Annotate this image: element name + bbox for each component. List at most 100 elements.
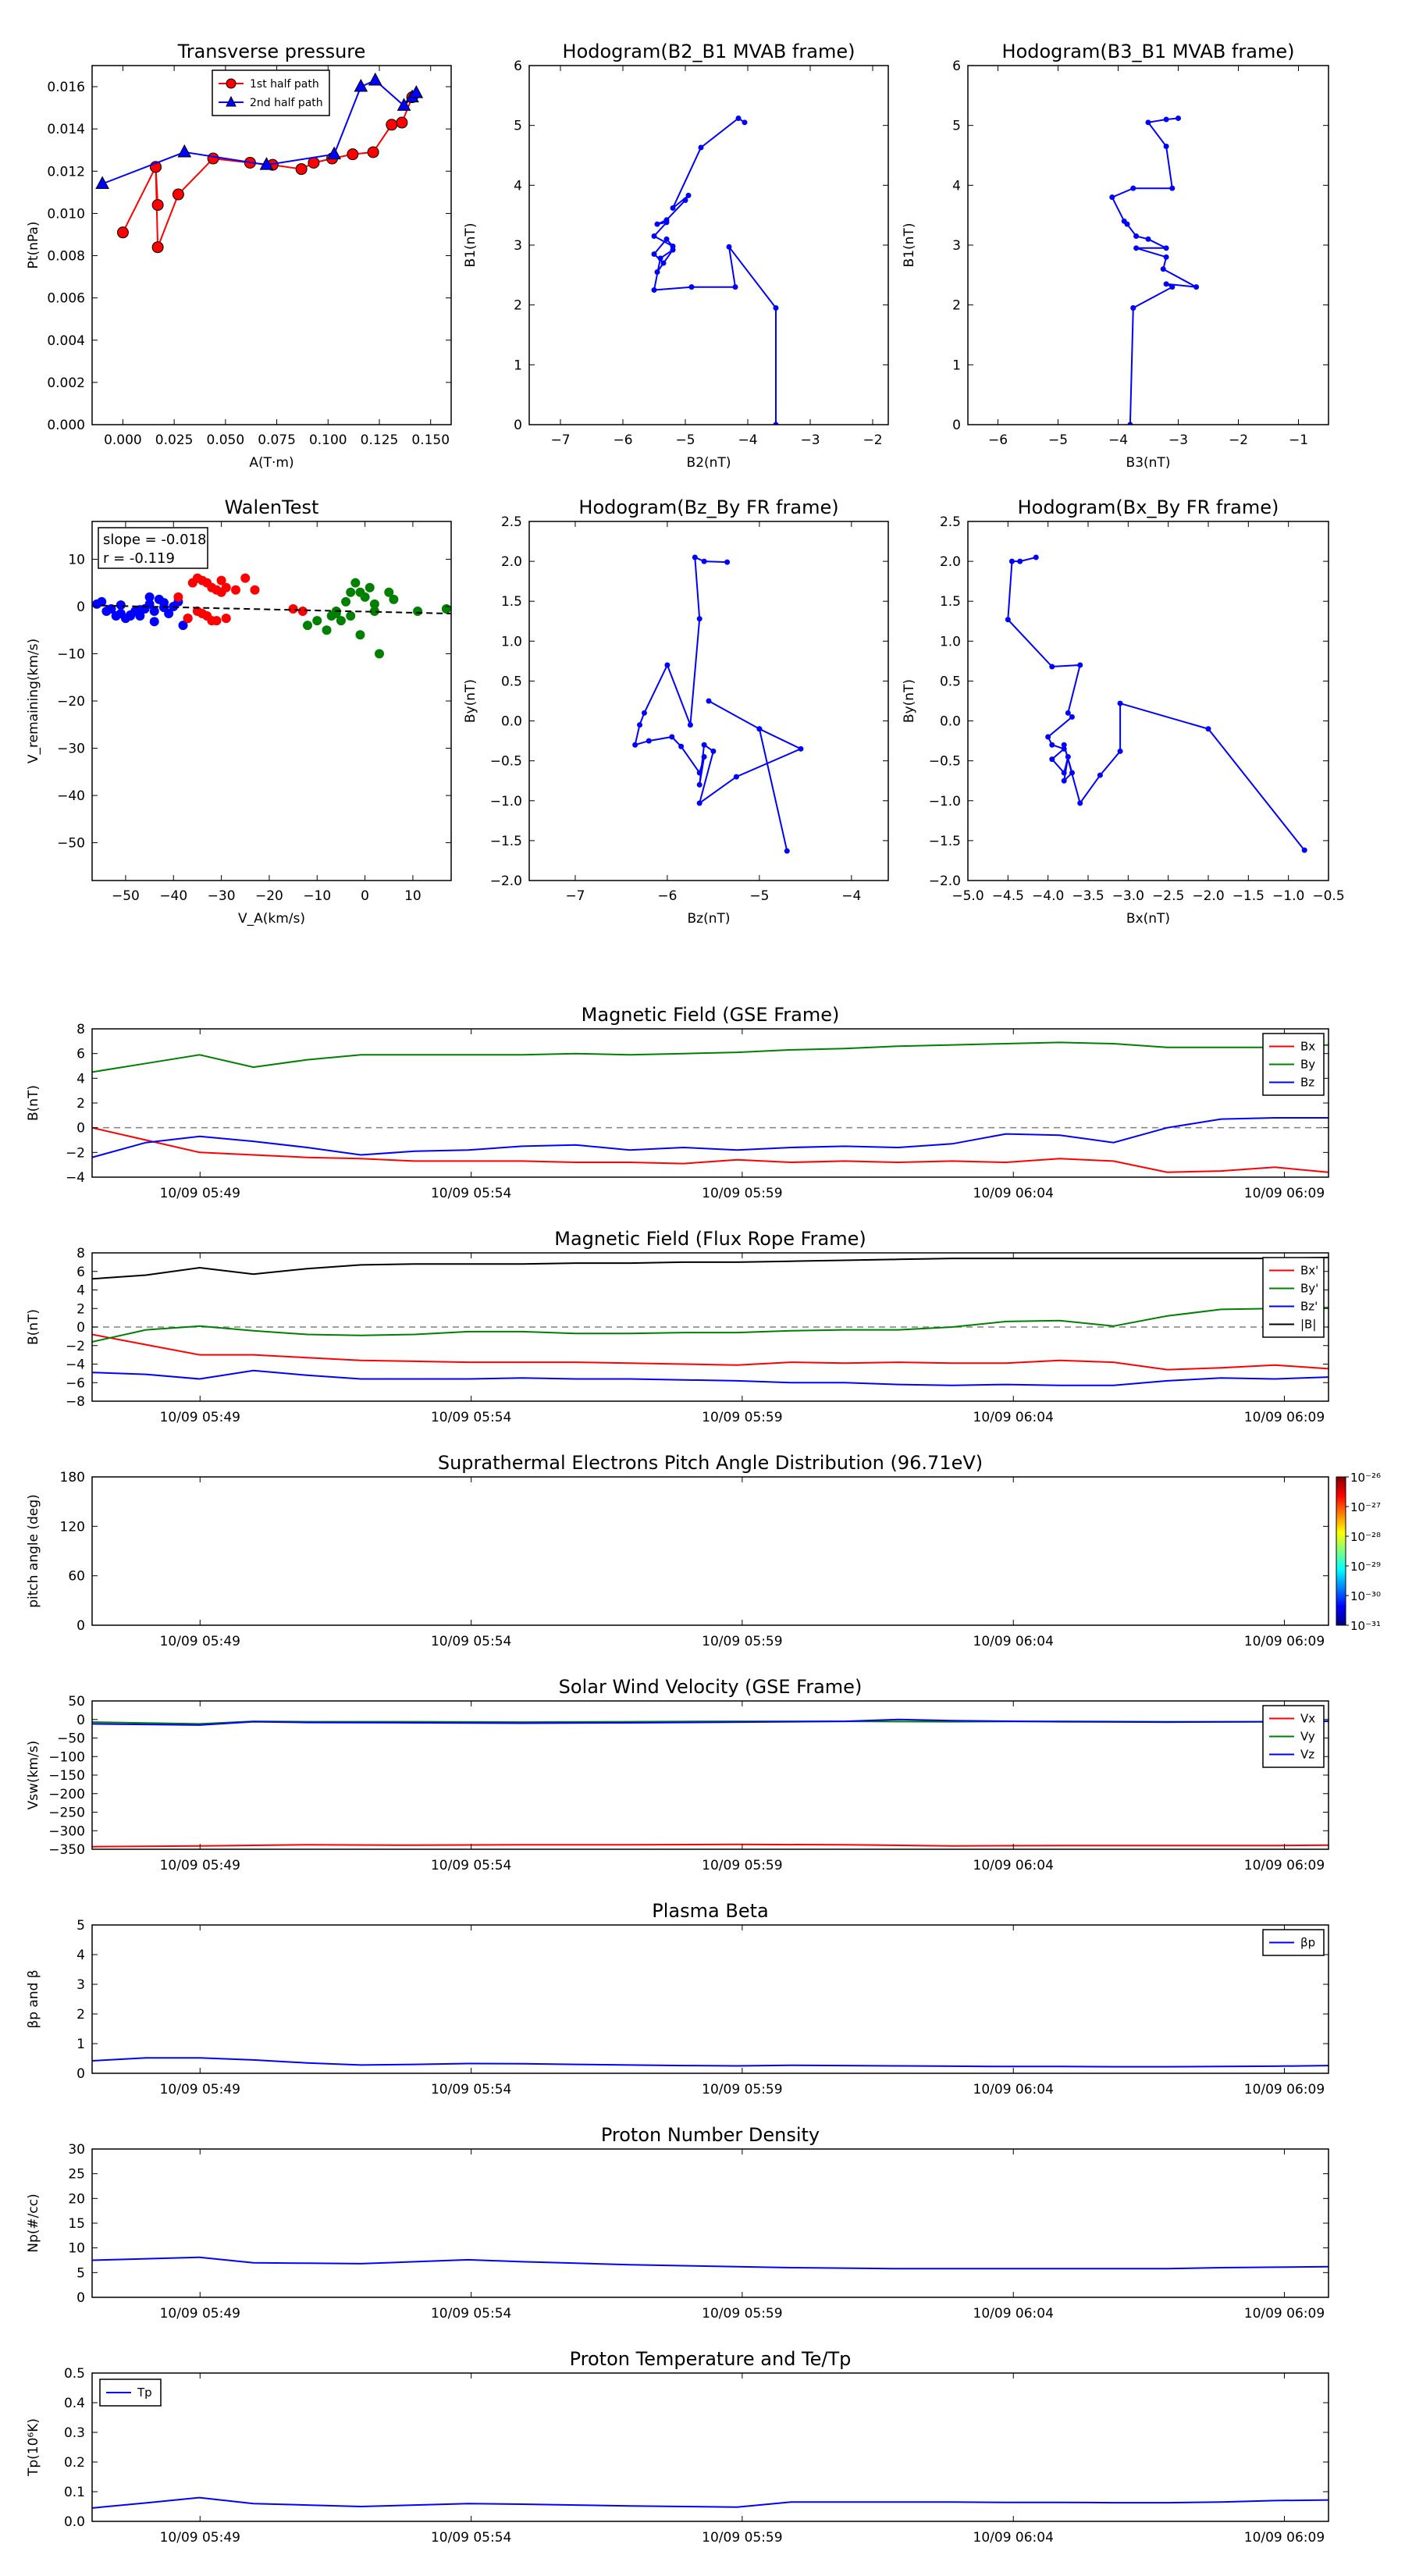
data-point bbox=[1065, 754, 1071, 760]
y-tick-label: −2 bbox=[66, 1339, 85, 1354]
data-point bbox=[197, 609, 208, 619]
y-tick-label: −30 bbox=[57, 742, 85, 757]
colorbar-tick-label: 10⁻²⁶ bbox=[1350, 1471, 1381, 1485]
y-axis-label: pitch angle (deg) bbox=[26, 1494, 41, 1608]
plot-area bbox=[95, 72, 424, 254]
y-tick-label: −6 bbox=[66, 1375, 85, 1391]
y-tick-label: −1.0 bbox=[929, 794, 961, 809]
data-point bbox=[354, 78, 368, 92]
series-line bbox=[1111, 117, 1197, 425]
data-point bbox=[1017, 558, 1023, 564]
chart-hodo3: −2.0 −1.5 −1.0 −0.5 0.0 0.5 1.0 1.5 2.0 2.5 −7 −6 −5… bbox=[463, 496, 889, 927]
data-point bbox=[350, 578, 361, 588]
chart-beta: 0 1 2 3 4 5 10/09 05:49 10/09 05:54 10/09 05:59 1… bbox=[26, 1900, 1329, 2097]
data-point bbox=[1077, 662, 1083, 668]
data-point bbox=[221, 582, 231, 592]
y-tick-label: 6 bbox=[952, 59, 961, 74]
data-point bbox=[657, 255, 663, 262]
x-tick-label: −3.5 bbox=[1072, 888, 1104, 904]
data-point bbox=[732, 284, 738, 290]
y-tick-label: 2.0 bbox=[940, 554, 961, 570]
y-axis-label: B1(nT) bbox=[463, 223, 478, 268]
data-point bbox=[231, 585, 240, 595]
data-point bbox=[1045, 734, 1051, 740]
y-tick-label: 2.0 bbox=[501, 554, 522, 570]
data-point bbox=[259, 157, 274, 170]
plot-frame bbox=[967, 65, 1329, 425]
data-point bbox=[164, 609, 174, 619]
legend-label: Vx bbox=[1300, 1712, 1315, 1726]
data-point bbox=[1163, 144, 1169, 149]
y-tick-label: −20 bbox=[57, 694, 85, 710]
chart-hodo1: 0 1 2 3 4 5 6 −7 −6 −5 −4 −3 −2 Hodogram(B2_B1 MVAB f… bbox=[463, 41, 889, 471]
x-tick-label: −3 bbox=[800, 432, 820, 448]
data-point bbox=[1163, 281, 1169, 287]
series-line bbox=[634, 556, 803, 852]
x-tick-label: 10/09 05:54 bbox=[431, 2530, 511, 2546]
data-point bbox=[221, 614, 231, 624]
x-tick-label: −6 bbox=[613, 432, 632, 448]
x-tick-label: 10/09 05:54 bbox=[431, 1186, 511, 1201]
y-tick-label: −200 bbox=[48, 1787, 85, 1802]
y-tick-label: 4 bbox=[76, 1948, 85, 1963]
y-tick-label: −0.5 bbox=[929, 754, 961, 770]
y-tick-label: −2 bbox=[66, 1145, 85, 1161]
x-tick-label: −5 bbox=[1048, 432, 1068, 448]
data-point bbox=[207, 152, 219, 165]
data-point bbox=[669, 734, 675, 740]
data-point bbox=[413, 607, 423, 616]
x-tick-label: 0.150 bbox=[411, 432, 450, 448]
data-point bbox=[1049, 664, 1055, 670]
data-point bbox=[1163, 245, 1169, 251]
x-tick-label: −5 bbox=[749, 888, 769, 904]
data-point bbox=[1145, 236, 1151, 242]
data-point bbox=[773, 305, 779, 311]
y-axis-label: βp and β bbox=[26, 1969, 41, 2028]
data-point bbox=[216, 575, 226, 585]
data-point bbox=[1061, 745, 1067, 752]
y-tick-label: 0 bbox=[76, 1618, 85, 1634]
data-point bbox=[295, 163, 308, 176]
data-point bbox=[178, 621, 188, 631]
data-point bbox=[1160, 266, 1166, 272]
data-point bbox=[1176, 115, 1181, 121]
y-tick-label: 0.004 bbox=[47, 333, 85, 349]
y-tick-label: 5 bbox=[514, 119, 522, 134]
chart-title: Hodogram(B2_B1 MVAB frame) bbox=[563, 41, 855, 62]
legend-label: Vy bbox=[1300, 1730, 1315, 1744]
data-point bbox=[151, 241, 164, 254]
data-point bbox=[336, 616, 346, 626]
y-axis-label: Np(#/cc) bbox=[26, 2194, 41, 2252]
x-axis-label: B2(nT) bbox=[687, 455, 731, 471]
plot-frame bbox=[528, 521, 889, 881]
x-tick-label: −20 bbox=[255, 888, 283, 904]
data-point bbox=[1049, 742, 1055, 748]
y-tick-label: 1 bbox=[76, 2037, 85, 2052]
data-point bbox=[97, 596, 107, 607]
y-tick-label: −4 bbox=[66, 1170, 85, 1186]
x-tick-label: −10 bbox=[303, 888, 331, 904]
x-tick-label: 0 bbox=[361, 888, 369, 904]
x-tick-label: 10/09 05:59 bbox=[702, 1410, 782, 1425]
data-point bbox=[1124, 221, 1130, 227]
x-tick-label: 10/09 06:09 bbox=[1244, 2082, 1325, 2097]
legend-label: Bx' bbox=[1300, 1264, 1318, 1278]
x-tick-label: −50 bbox=[112, 888, 140, 904]
y-tick-label: 0 bbox=[76, 1713, 85, 1728]
y-tick-label: −150 bbox=[48, 1768, 85, 1784]
colorbar-tick-label: 10⁻³¹ bbox=[1350, 1619, 1381, 1633]
x-tick-label: 10/09 06:04 bbox=[973, 1186, 1054, 1201]
x-tick-label: −1.0 bbox=[1272, 888, 1304, 904]
y-tick-label: 2.5 bbox=[940, 514, 961, 530]
data-point bbox=[308, 156, 320, 169]
data-point bbox=[346, 587, 356, 597]
data-point bbox=[1301, 847, 1307, 853]
chart-title: Solar Wind Velocity (GSE Frame) bbox=[559, 1676, 863, 1698]
y-tick-label: 4 bbox=[514, 178, 522, 194]
x-tick-label: 10/09 05:49 bbox=[160, 1634, 240, 1649]
x-tick-label: 10 bbox=[404, 888, 422, 904]
data-point bbox=[1117, 748, 1123, 754]
y-tick-label: 5 bbox=[76, 1918, 85, 1934]
y-tick-label: 2 bbox=[76, 1301, 85, 1317]
data-point bbox=[654, 269, 660, 275]
